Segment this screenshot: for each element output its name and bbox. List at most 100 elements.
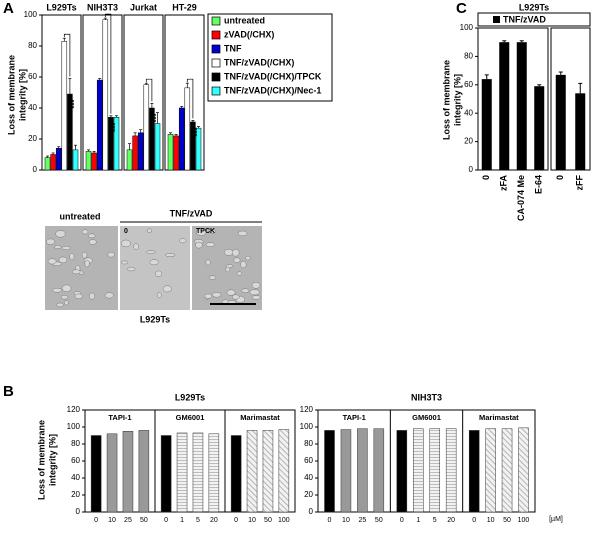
chart-title: L929Ts — [519, 2, 549, 12]
panel-label: A — [3, 0, 14, 17]
legend-marker — [211, 30, 221, 40]
facet-frame — [164, 14, 205, 171]
bar — [468, 430, 480, 513]
y-tick-label: 60 — [464, 80, 473, 89]
x-tick-label: 0 — [164, 517, 168, 524]
cell — [225, 266, 231, 273]
bar — [278, 429, 290, 513]
significance: *** — [193, 126, 202, 136]
y-tick-label: 40 — [304, 473, 313, 482]
cell — [74, 293, 83, 299]
x-tick-label: 25 — [358, 517, 366, 524]
cell — [209, 229, 216, 234]
x-tick-label: 100 — [278, 517, 290, 524]
cell — [241, 288, 250, 293]
x-tick-label: 10 — [487, 517, 495, 524]
facet-title: L929Ts — [46, 2, 76, 12]
x-tick-label: 50 — [503, 517, 511, 524]
y-tick-label: 100 — [460, 23, 474, 32]
bar — [96, 79, 103, 171]
y-axis-label: integrity [%] — [452, 74, 462, 126]
y-axis-label: Loss of membrane — [36, 420, 46, 500]
cell — [88, 239, 97, 245]
cell — [127, 266, 136, 272]
bar — [85, 151, 92, 171]
bar — [192, 432, 204, 513]
bar — [106, 433, 118, 513]
bar — [91, 152, 97, 171]
bar — [534, 86, 545, 170]
x-tick-label: 0 — [328, 517, 332, 524]
significance-bracket — [63, 33, 71, 77]
bar — [137, 132, 144, 171]
y-tick-label: 80 — [464, 52, 473, 61]
group-label: TAPI-1 — [108, 413, 131, 422]
facet-frame — [123, 14, 164, 171]
x-tick-label: 1 — [416, 517, 420, 524]
cell — [104, 292, 114, 299]
significance-bracket — [104, 13, 112, 114]
bar — [72, 149, 79, 171]
bar — [324, 430, 335, 513]
panel-label: B — [3, 383, 14, 400]
y-tick-label: 20 — [304, 490, 313, 499]
cell — [226, 289, 236, 296]
micrograph-caption: L929Ts — [140, 314, 170, 324]
x-tick-label: 10 — [108, 517, 116, 524]
y-tick-label: 60 — [28, 72, 37, 81]
x-tick-label: 0 — [400, 517, 404, 524]
bar — [122, 431, 134, 513]
y-tick-label: 120 — [300, 405, 314, 414]
legend-frame — [207, 13, 333, 102]
x-tick-label: zFF — [575, 175, 585, 191]
micrograph-label: untreated — [59, 211, 100, 221]
cell — [133, 243, 140, 250]
bar — [44, 157, 51, 171]
y-tick-label: 0 — [33, 165, 38, 174]
y-tick-label: 100 — [67, 422, 81, 431]
bar — [357, 428, 368, 513]
cell — [120, 260, 129, 265]
bar — [178, 107, 185, 171]
y-tick-label: 0 — [309, 507, 314, 516]
cell — [209, 275, 216, 280]
cell — [60, 294, 69, 300]
bar — [262, 430, 274, 513]
bar — [396, 430, 408, 513]
cell — [146, 250, 156, 255]
bar — [173, 135, 179, 171]
bar — [184, 87, 191, 171]
cell — [81, 251, 88, 259]
cell — [87, 233, 96, 239]
cell — [47, 258, 57, 265]
cell — [251, 295, 261, 300]
cell — [84, 259, 90, 268]
y-axis-label: integrity [%] — [17, 69, 27, 121]
y-tick-label: 20 — [464, 137, 473, 146]
x-tick-label: zFA — [499, 175, 509, 192]
bar — [516, 42, 527, 171]
cell — [249, 289, 260, 296]
bar — [485, 428, 496, 513]
bar — [61, 41, 68, 171]
cell — [147, 228, 152, 233]
x-tick-label: 0 — [472, 517, 476, 524]
cell — [156, 292, 162, 298]
bar — [50, 154, 56, 171]
x-tick-label: 20 — [447, 517, 455, 524]
x-tick-label: 0 — [481, 175, 491, 180]
significance-bracket — [186, 78, 194, 119]
legend-marker — [211, 86, 221, 96]
chart-title: L929Ts — [175, 392, 205, 402]
y-tick-label: 20 — [71, 490, 80, 499]
cell — [81, 229, 89, 235]
significance-bracket — [145, 78, 153, 102]
legend-marker — [211, 16, 221, 26]
x-tick-label: 5 — [433, 517, 437, 524]
bar — [340, 429, 352, 513]
micrographs — [45, 226, 262, 310]
y-tick-label: 40 — [71, 473, 80, 482]
facet-frame — [82, 14, 123, 171]
cell — [204, 293, 213, 299]
cell — [55, 230, 66, 238]
